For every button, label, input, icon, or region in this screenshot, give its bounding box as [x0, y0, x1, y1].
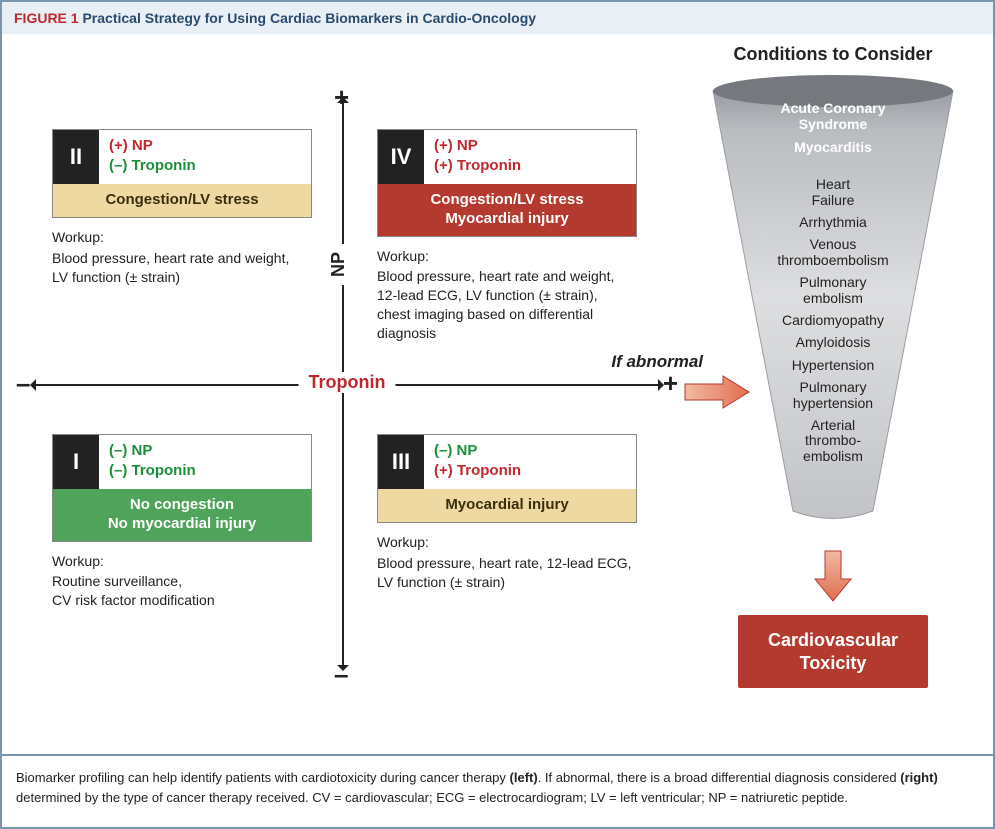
figure-number: FIGURE 1	[14, 10, 79, 26]
funnel-item: Venousthromboembolism	[703, 237, 963, 268]
quadrant-card: I(–) NP(–) TroponinNo congestionNo myoca…	[52, 434, 312, 542]
figure-caption: Biomarker profiling can help identify pa…	[2, 754, 993, 819]
funnel-item: HeartFailure	[703, 177, 963, 208]
figure-container: FIGURE 1 Practical Strategy for Using Ca…	[0, 0, 995, 829]
quadrant-band: Congestion/LV stress	[53, 184, 311, 217]
x-axis-label: Troponin	[299, 372, 396, 393]
y-plus-sign: +	[334, 82, 349, 113]
quadrant-IV: IV(+) NP(+) TroponinCongestion/LV stress…	[377, 129, 637, 343]
caption-text: . If abnormal, there is a broad differen…	[538, 770, 901, 785]
funnel-item: Pulmonaryhypertension	[703, 380, 963, 411]
quadrant-II: II(+) NP(–) TroponinCongestion/LV stress…	[52, 129, 312, 286]
workup-text: Workup:Blood pressure, heart rate, 12-le…	[377, 533, 637, 592]
biomarker-status: (–) NP(–) Troponin	[99, 435, 206, 489]
figure-title-bar: FIGURE 1 Practical Strategy for Using Ca…	[2, 2, 993, 34]
caption-line2: determined by the type of cancer therapy…	[16, 790, 848, 805]
funnel-highlight-item: Acute CoronarySyndrome	[703, 100, 963, 132]
quadrant-band: No congestionNo myocardial injury	[53, 489, 311, 541]
y-axis-label: NP	[328, 244, 349, 285]
quadrant-card: III(–) NP(+) TroponinMyocardial injury	[377, 434, 637, 523]
funnel-items: Acute CoronarySyndrome Myocarditis HeartFa…	[703, 93, 963, 471]
conditions-panel: Conditions to Consider Acute Coronary	[693, 44, 973, 744]
quadrant-number: IV	[378, 130, 424, 184]
caption-text: Biomarker profiling can help identify pa…	[16, 770, 510, 785]
biomarker-status: (–) NP(+) Troponin	[424, 435, 531, 489]
workup-text: Workup:Blood pressure, heart rate and we…	[52, 228, 312, 287]
workup-text: Workup:Blood pressure, heart rate and we…	[377, 247, 637, 343]
x-plus-sign: +	[663, 368, 678, 399]
quadrant-panel: Troponin NP + – – + II(+) NP(–) Troponin…	[22, 44, 672, 684]
quadrant-card: II(+) NP(–) TroponinCongestion/LV stress	[52, 129, 312, 218]
caption-left-bold: (left)	[510, 770, 538, 785]
arrow-down-icon	[811, 549, 855, 605]
funnel-item: Cardiomyopathy	[703, 313, 963, 328]
biomarker-status: (+) NP(–) Troponin	[99, 130, 206, 184]
figure-title: Practical Strategy for Using Cardiac Bio…	[82, 10, 536, 26]
x-minus-sign: –	[16, 368, 30, 399]
workup-text: Workup:Routine surveillance,CV risk fact…	[52, 552, 312, 611]
funnel-item: Arterialthrombo-embolism	[703, 418, 963, 464]
caption-right-bold: (right)	[900, 770, 938, 785]
y-minus-sign: –	[334, 659, 348, 690]
funnel-item: Amyloidosis	[703, 335, 963, 350]
funnel-title: Conditions to Consider	[693, 44, 973, 65]
funnel: Acute CoronarySyndrome Myocarditis HeartFa…	[703, 71, 963, 541]
quadrant-I: I(–) NP(–) TroponinNo congestionNo myoca…	[52, 434, 312, 610]
figure-body: Troponin NP + – – + II(+) NP(–) Troponin…	[2, 34, 993, 754]
quadrant-number: II	[53, 130, 99, 184]
quadrant-card: IV(+) NP(+) TroponinCongestion/LV stress…	[377, 129, 637, 237]
quadrant-III: III(–) NP(+) TroponinMyocardial injury Wo…	[377, 434, 637, 591]
quadrant-band: Myocardial injury	[378, 489, 636, 522]
biomarker-status: (+) NP(+) Troponin	[424, 130, 531, 184]
funnel-item: Hypertension	[703, 358, 963, 373]
if-abnormal-label: If abnormal	[611, 352, 703, 372]
quadrant-number: III	[378, 435, 424, 489]
outcome-box: CardiovascularToxicity	[738, 615, 928, 688]
funnel-item: Arrhythmia	[703, 215, 963, 230]
quadrant-number: I	[53, 435, 99, 489]
funnel-highlight-item: Myocarditis	[703, 139, 963, 155]
quadrant-band: Congestion/LV stressMyocardial injury	[378, 184, 636, 236]
funnel-item: Pulmonaryembolism	[703, 275, 963, 306]
